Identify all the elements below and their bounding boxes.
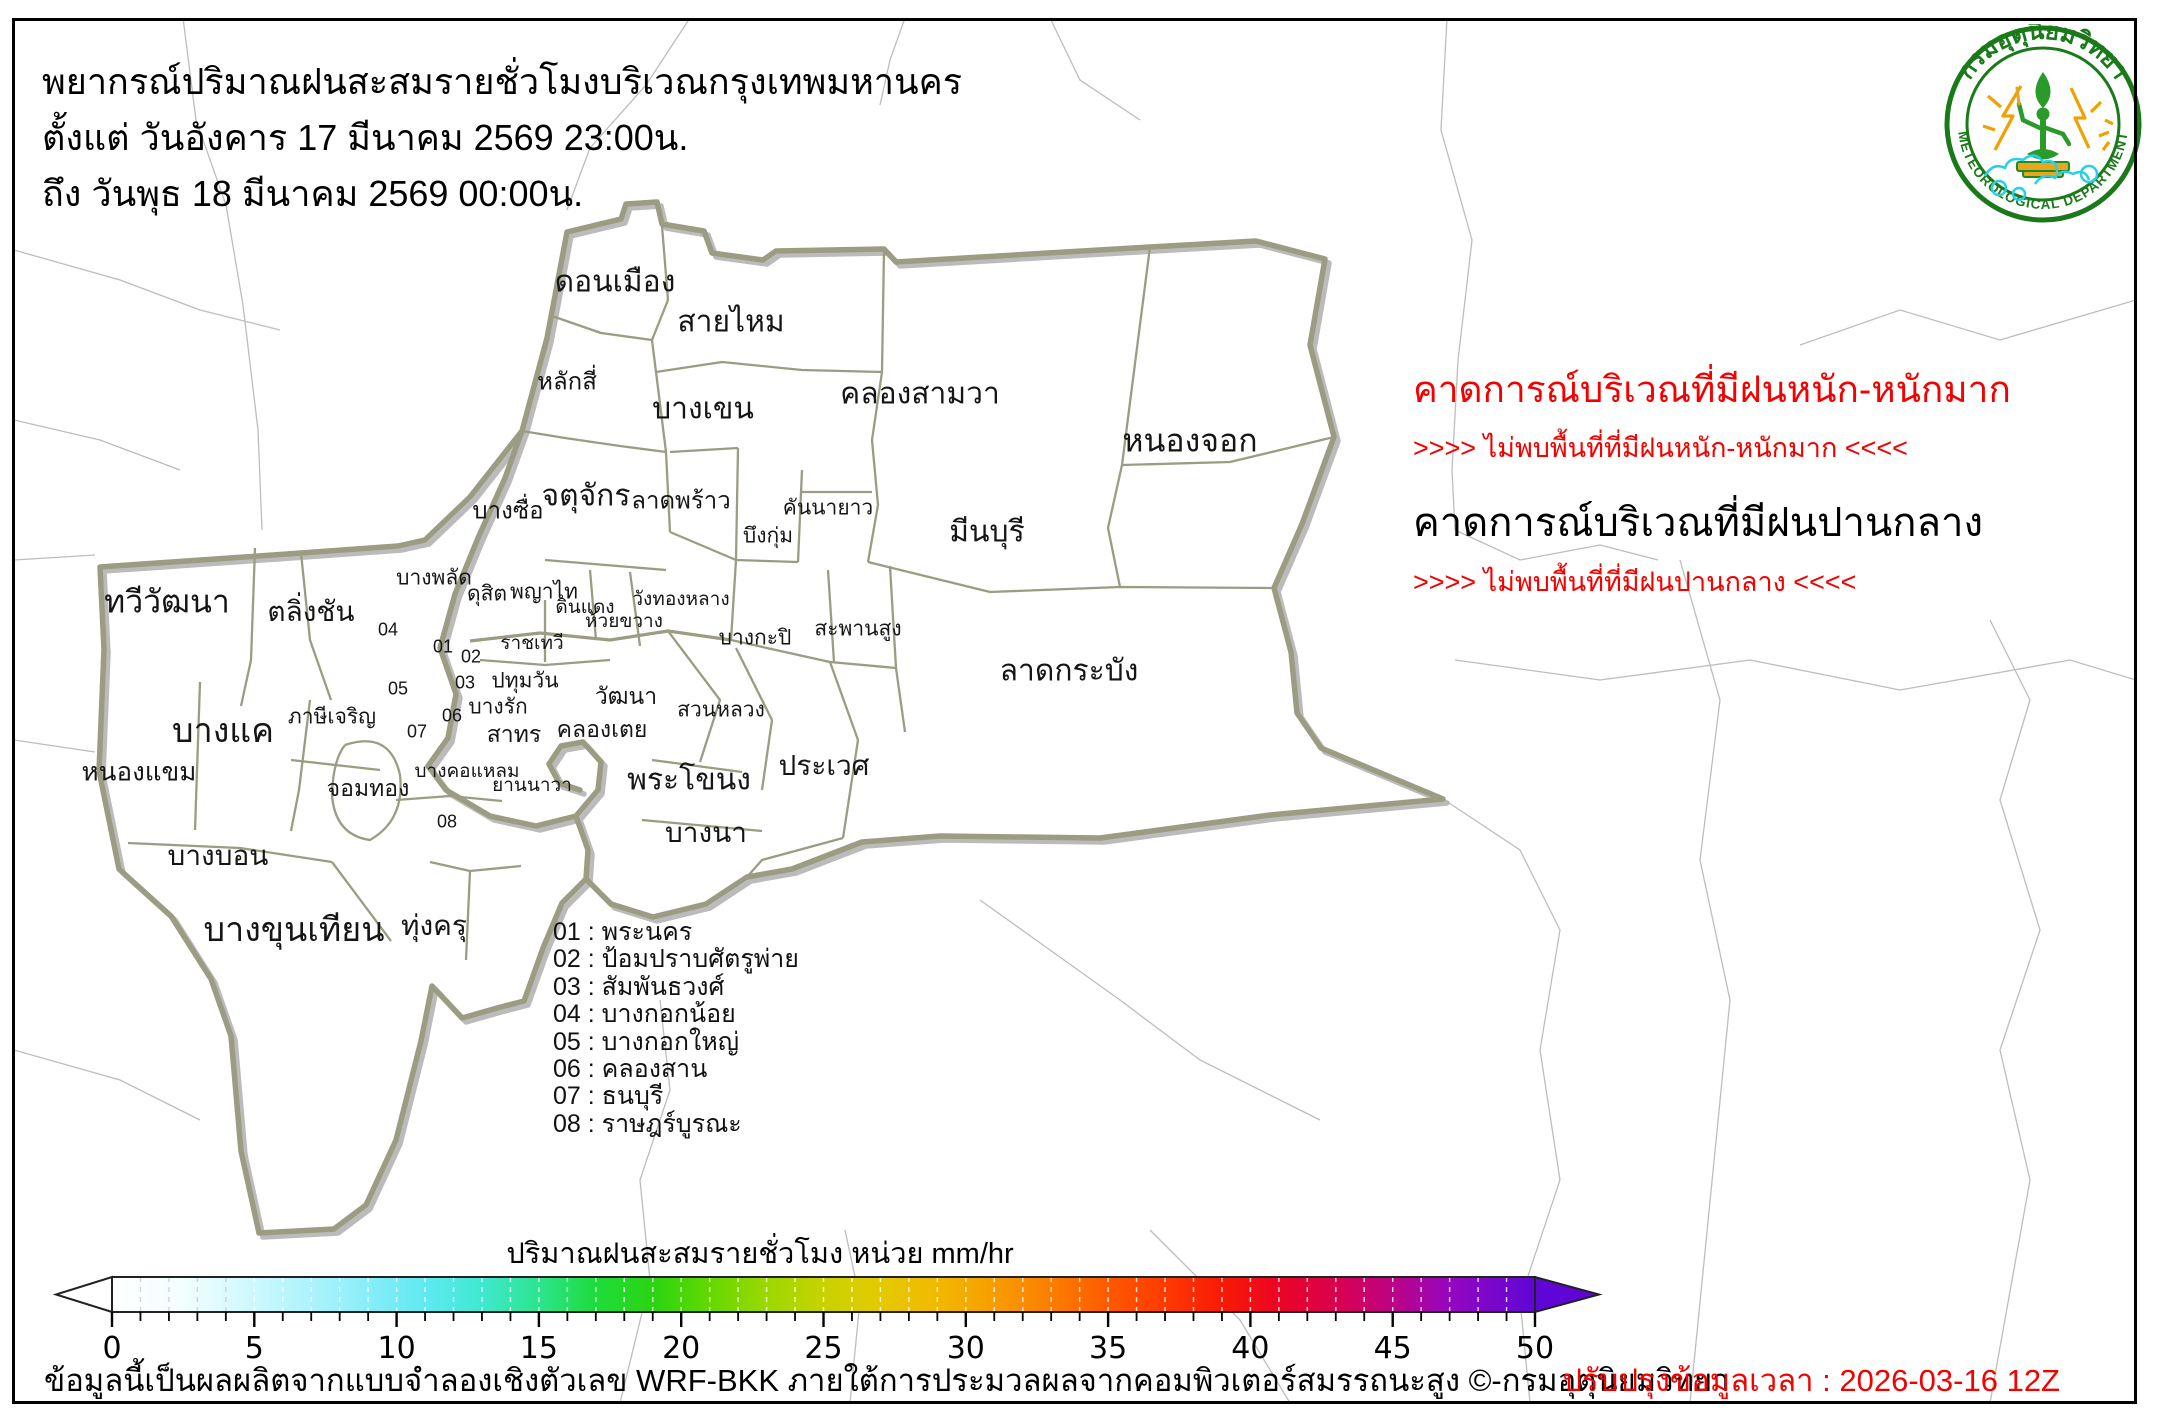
district-label: ประเวศ (778, 750, 870, 781)
colorbar-tick-label: 10 (378, 1331, 416, 1366)
district-label: พญาไท (510, 580, 578, 604)
district-label: วังทองหลาง (632, 589, 730, 610)
district-label: บึงกุ่ม (742, 524, 794, 548)
district-label: สะพานสูง (814, 617, 902, 641)
district-label: ยานนาวา (492, 775, 572, 796)
district-label: บางซื่อ (472, 497, 544, 525)
district-label: จตุจักร (541, 479, 631, 513)
district-label: ทุ่งครุ (401, 910, 467, 941)
cloud-icon (1983, 154, 2099, 202)
district-label: คันนายาว (782, 496, 874, 520)
district-label: ทวีวัฒนา (104, 583, 230, 620)
colorbar-tick-label: 35 (1089, 1331, 1127, 1366)
chao-phraya-river (425, 428, 604, 829)
legend-line: 08 : ราษฎร์บูรณะ (553, 1109, 742, 1138)
colorbar-tick-label: 15 (520, 1331, 558, 1366)
colorbar-tick-label: 0 (102, 1331, 121, 1366)
district-label: สาทร (486, 721, 542, 747)
district-label: ดุสิต (466, 582, 508, 606)
district-label: บางเขน (652, 392, 754, 426)
district-label: ห้วยขวาง (585, 611, 663, 632)
colorbar-tick-label: 45 (1374, 1331, 1412, 1366)
colorbar-tick-label: 20 (662, 1331, 700, 1366)
district-label: 05 (387, 678, 409, 699)
district-label: บางบอน (167, 840, 269, 871)
colorbar-tick-label: 40 (1231, 1331, 1269, 1366)
moderate-rain-heading: คาดการณ์บริเวณที่มีฝนปานกลาง (1413, 501, 1984, 545)
heavy-rain-result: >>>> ไม่พบพื้นที่ที่มีฝนหนัก-หนักมาก <<<… (1413, 433, 1908, 463)
colorbar-tick-label: 25 (804, 1331, 842, 1366)
colorbar-gradient (112, 1277, 1535, 1312)
district-label: มีนบุรี (949, 515, 1025, 549)
legend-line: 06 : คลองสาน (553, 1055, 708, 1083)
colorbar-title: ปริมาณฝนสะสมรายชั่วโมง หน่วย mm/hr (506, 1238, 1014, 1270)
district-label: หนองจอก (1122, 422, 1258, 459)
district-label: ดอนเมือง (554, 265, 676, 299)
district-label: 04 (377, 619, 399, 640)
district-label: 08 (436, 811, 458, 832)
district-label: หลักสี่ (537, 368, 597, 396)
district-label: 06 (441, 705, 463, 726)
moderate-rain-result: >>>> ไม่พบพื้นที่ที่มีฝนปานกลาง <<<< (1413, 567, 1857, 597)
district-label: ลาดพร้าว (631, 487, 731, 515)
district-label: ปทุมวัน (491, 669, 559, 693)
legend-line: 02 : ป้อมปราบศัตรูพ่าย (553, 945, 799, 974)
district-label: คลองเตย (556, 716, 648, 742)
lightning-icon (1982, 85, 2114, 151)
tmd-logo-seal: กรมอุตุนิยมวิทยา METEOROLOGICAL DEPARTME… (1944, 18, 2142, 223)
colorbar-left-arrow (52, 1275, 113, 1314)
district-label: บางคอแหลม (414, 761, 520, 782)
district-label: พระโขนง (627, 763, 751, 797)
header-block: พยากรณ์ปริมาณฝนสะสมรายชั่วโมงบริเวณกรุงเ… (42, 54, 962, 222)
heavy-rain-heading: คาดการณ์บริเวณที่มีฝนหนัก-หนักมาก (1413, 369, 2011, 410)
district-label: 03 (454, 672, 476, 693)
district-label: ภาษีเจริญ (287, 705, 377, 729)
legend-line: 07 : ธนบุรี (553, 1082, 664, 1111)
district-label: 02 (460, 646, 482, 667)
footer-disclaimer: ข้อมูลนี้เป็นผลผลิตจากแบบจำลองเชิงตัวเลข… (44, 1363, 1730, 1398)
colorbar-tick-label: 30 (947, 1331, 985, 1366)
colorbar-right-arrow (1534, 1275, 1603, 1314)
district-label: หนองแขม (81, 756, 197, 787)
district-label: บางแค (172, 712, 274, 750)
rainfall-colorbar: 0 5 10 15 20 25 30 35 40 45 50 (52, 1275, 1603, 1366)
district-label: ราชเทวี (500, 633, 564, 654)
legend-line: 04 : บางกอกน้อย (553, 1000, 736, 1029)
legend-line: 01 : พระนคร (553, 918, 693, 946)
district-label: บางกะปิ (718, 626, 792, 650)
forecast-period-to: ถึง วันพุธ 18 มีนาคม 2569 00:00น. (42, 173, 584, 214)
district-label: บางรัก (468, 695, 528, 719)
district-label: ลาดกระบัง (999, 654, 1139, 688)
page-title: พยากรณ์ปริมาณฝนสะสมรายชั่วโมงบริเวณกรุงเ… (42, 61, 963, 102)
colorbar-tick-label: 5 (245, 1331, 264, 1366)
district-label: 07 (406, 721, 428, 742)
district-label: บางขุนเทียน (203, 911, 385, 949)
legend-line: 03 : สัมพันธวงศ์ (553, 972, 725, 1001)
district-label: ดินแดง (555, 597, 615, 618)
colorbar-tick-label: 50 (1516, 1331, 1554, 1366)
district-label: คลองสามวา (840, 377, 1000, 411)
district-label: วัฒนา (594, 683, 658, 709)
district-label: สายไหม (677, 305, 785, 339)
district-label: สวนหลวง (677, 698, 765, 722)
tmd-logo: กรมอุตุนิยมวิทยา METEOROLOGICAL DEPARTME… (1943, 18, 2143, 224)
bangkok-outline (96, 199, 1446, 1236)
district-label: 01 (432, 636, 454, 657)
district-label: บางนา (664, 817, 748, 848)
district-label: ตลิ่งชัน (267, 596, 355, 627)
district-label: จอมทอง (326, 775, 410, 801)
district-boundary-lines (127, 225, 1335, 961)
forecast-period-from: ตั้งแต่ วันอังคาร 17 มีนาคม 2569 23:00น. (42, 117, 689, 158)
district-label: บางพลัด (396, 566, 472, 590)
update-time-label: ปรับปรุงข้อมูลเวลา : 2026-03-16 12Z (1562, 1363, 2060, 1398)
legend-line: 05 : บางกอกใหญ่ (553, 1027, 740, 1056)
